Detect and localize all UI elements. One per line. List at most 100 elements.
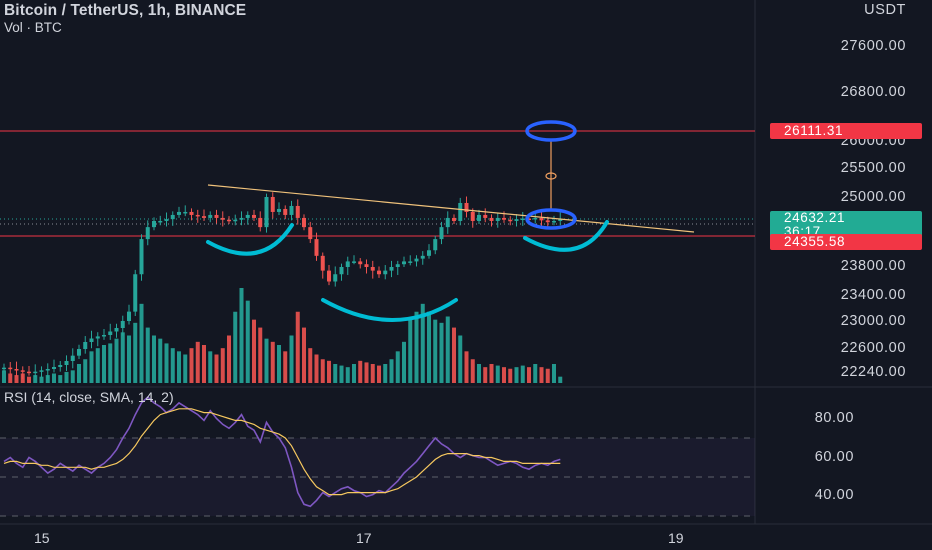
candle-body — [495, 217, 500, 221]
volume-bar — [439, 322, 444, 383]
candle-body — [314, 239, 319, 256]
support-price-tag[interactable]: 24355.58 — [770, 234, 922, 250]
volume-bar — [277, 345, 281, 383]
volume-bar — [508, 368, 513, 383]
candle-body — [283, 208, 288, 215]
volume-bar — [458, 335, 463, 383]
volume-bar — [208, 351, 213, 383]
price-tick: 23800.00 — [840, 258, 906, 274]
candle-body — [358, 261, 363, 265]
volume-bar — [177, 351, 181, 383]
candle-body — [245, 214, 250, 218]
volume-bar — [445, 316, 450, 383]
candle-body — [558, 219, 563, 221]
rsi-tick: 60.00 — [814, 449, 854, 465]
volume-label: Vol · BTC — [4, 20, 62, 35]
price-tick: 22240.00 — [840, 364, 906, 380]
date-tick: 19 — [668, 530, 684, 546]
candle-body — [464, 202, 469, 212]
candle-body — [364, 264, 369, 267]
volume-bar — [89, 351, 94, 383]
candle-body — [470, 211, 475, 221]
candle-body — [164, 219, 169, 221]
candle-body — [64, 361, 69, 365]
resistance-price: 26111.31 — [784, 123, 844, 138]
candle-body — [214, 214, 219, 218]
support-price: 24355.58 — [784, 234, 846, 249]
candle-body — [70, 355, 75, 361]
left-cup-arc[interactable] — [206, 223, 294, 256]
rsi-label: RSI (14, close, SMA, 14, 2) — [4, 389, 174, 405]
volume-bar — [289, 335, 294, 383]
candle-body — [239, 217, 244, 220]
price-tick: 25500.00 — [840, 160, 906, 176]
candle-body — [33, 371, 38, 374]
volume-bar — [202, 345, 206, 383]
candle-body — [170, 214, 175, 220]
volume-bar — [333, 364, 338, 383]
candle-body — [527, 218, 531, 221]
candle-body — [114, 328, 119, 332]
candle-body — [477, 214, 481, 221]
candle-body — [320, 255, 325, 271]
volume-bar — [483, 367, 488, 383]
price-tick: 22600.00 — [840, 340, 906, 356]
volume-bar — [170, 348, 175, 383]
candle-body — [514, 219, 519, 221]
volume-bar — [83, 359, 88, 383]
rsi-tick: 40.00 — [814, 487, 854, 503]
volume-bar — [245, 300, 250, 383]
target-ellipse[interactable] — [525, 120, 577, 142]
candle-body — [95, 336, 100, 339]
volume-bar — [252, 319, 256, 383]
volume-bar — [358, 360, 363, 383]
volume-bar — [464, 351, 469, 383]
volume-bar — [152, 335, 156, 383]
candle-body — [452, 217, 456, 221]
volume-bar — [514, 367, 519, 383]
descending-trendline[interactable] — [207, 184, 695, 233]
candle-body — [439, 227, 444, 240]
volume-bar — [489, 364, 494, 383]
candle-body — [27, 371, 31, 374]
volume-bar — [352, 364, 356, 383]
candle-body — [402, 261, 406, 265]
price-tick: 27600.00 — [840, 38, 906, 54]
volume-bar — [477, 364, 481, 383]
candle-body — [445, 217, 450, 228]
volume-bar — [145, 327, 150, 383]
candle-body — [552, 220, 556, 223]
middle-cup-arc[interactable] — [321, 298, 458, 322]
right-cup-arc[interactable] — [523, 220, 609, 252]
volume-bar — [452, 327, 456, 383]
candle-body — [277, 208, 281, 212]
volume-bar — [408, 319, 413, 383]
volume-bar — [533, 364, 538, 383]
currency-label: USDT — [864, 2, 906, 18]
volume-bar — [114, 338, 119, 383]
volume-bar — [27, 376, 31, 383]
candle-body — [377, 270, 381, 275]
candle-body — [327, 270, 331, 282]
volume-bar — [539, 367, 544, 383]
volume-bar — [527, 367, 531, 383]
candle-body — [483, 214, 488, 218]
candle-body — [20, 370, 25, 372]
candle-body — [502, 217, 506, 220]
candle-body — [395, 264, 400, 267]
volume-bar — [58, 375, 63, 383]
volume-bar — [345, 367, 350, 383]
volume-bar — [52, 373, 56, 383]
volume-bar — [364, 362, 369, 383]
chart-background — [0, 0, 755, 550]
candle-body — [427, 250, 431, 256]
resistance-price-tag[interactable]: 26111.31 — [770, 123, 922, 139]
volume-bar — [545, 368, 550, 383]
volume-layer — [2, 288, 563, 383]
projection-midpoint[interactable] — [545, 172, 557, 180]
candle-body — [177, 211, 181, 215]
breakout-ellipse[interactable] — [525, 208, 577, 230]
candle-body — [108, 331, 113, 335]
volume-bar — [158, 338, 163, 383]
